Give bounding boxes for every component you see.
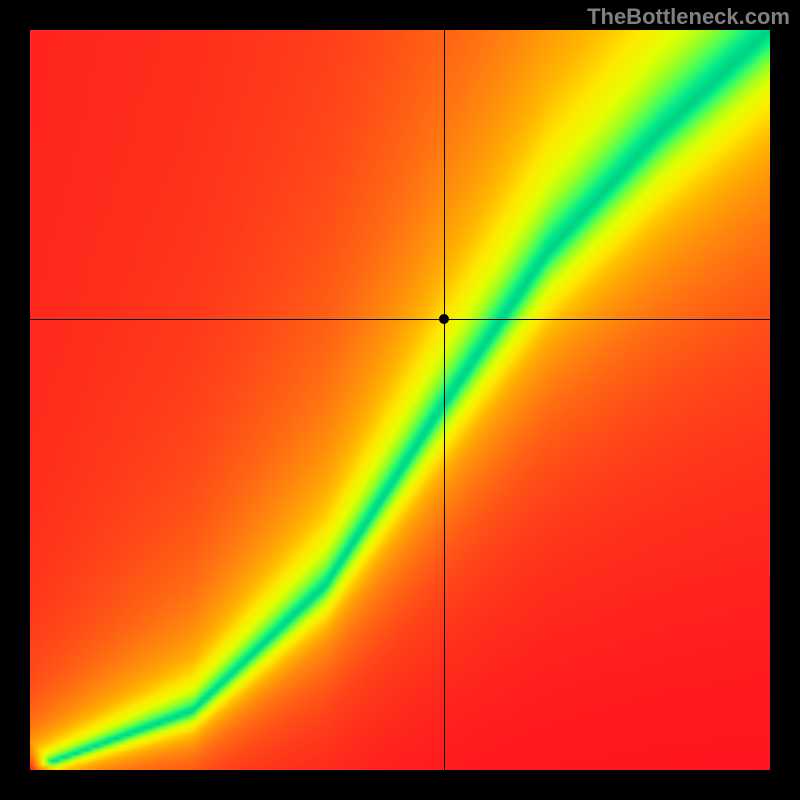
crosshair-point [439,314,449,324]
heatmap-canvas [30,30,770,770]
crosshair-horizontal [30,319,770,320]
crosshair-vertical [444,30,445,770]
heatmap-plot [30,30,770,770]
watermark-text: TheBottleneck.com [587,4,790,30]
